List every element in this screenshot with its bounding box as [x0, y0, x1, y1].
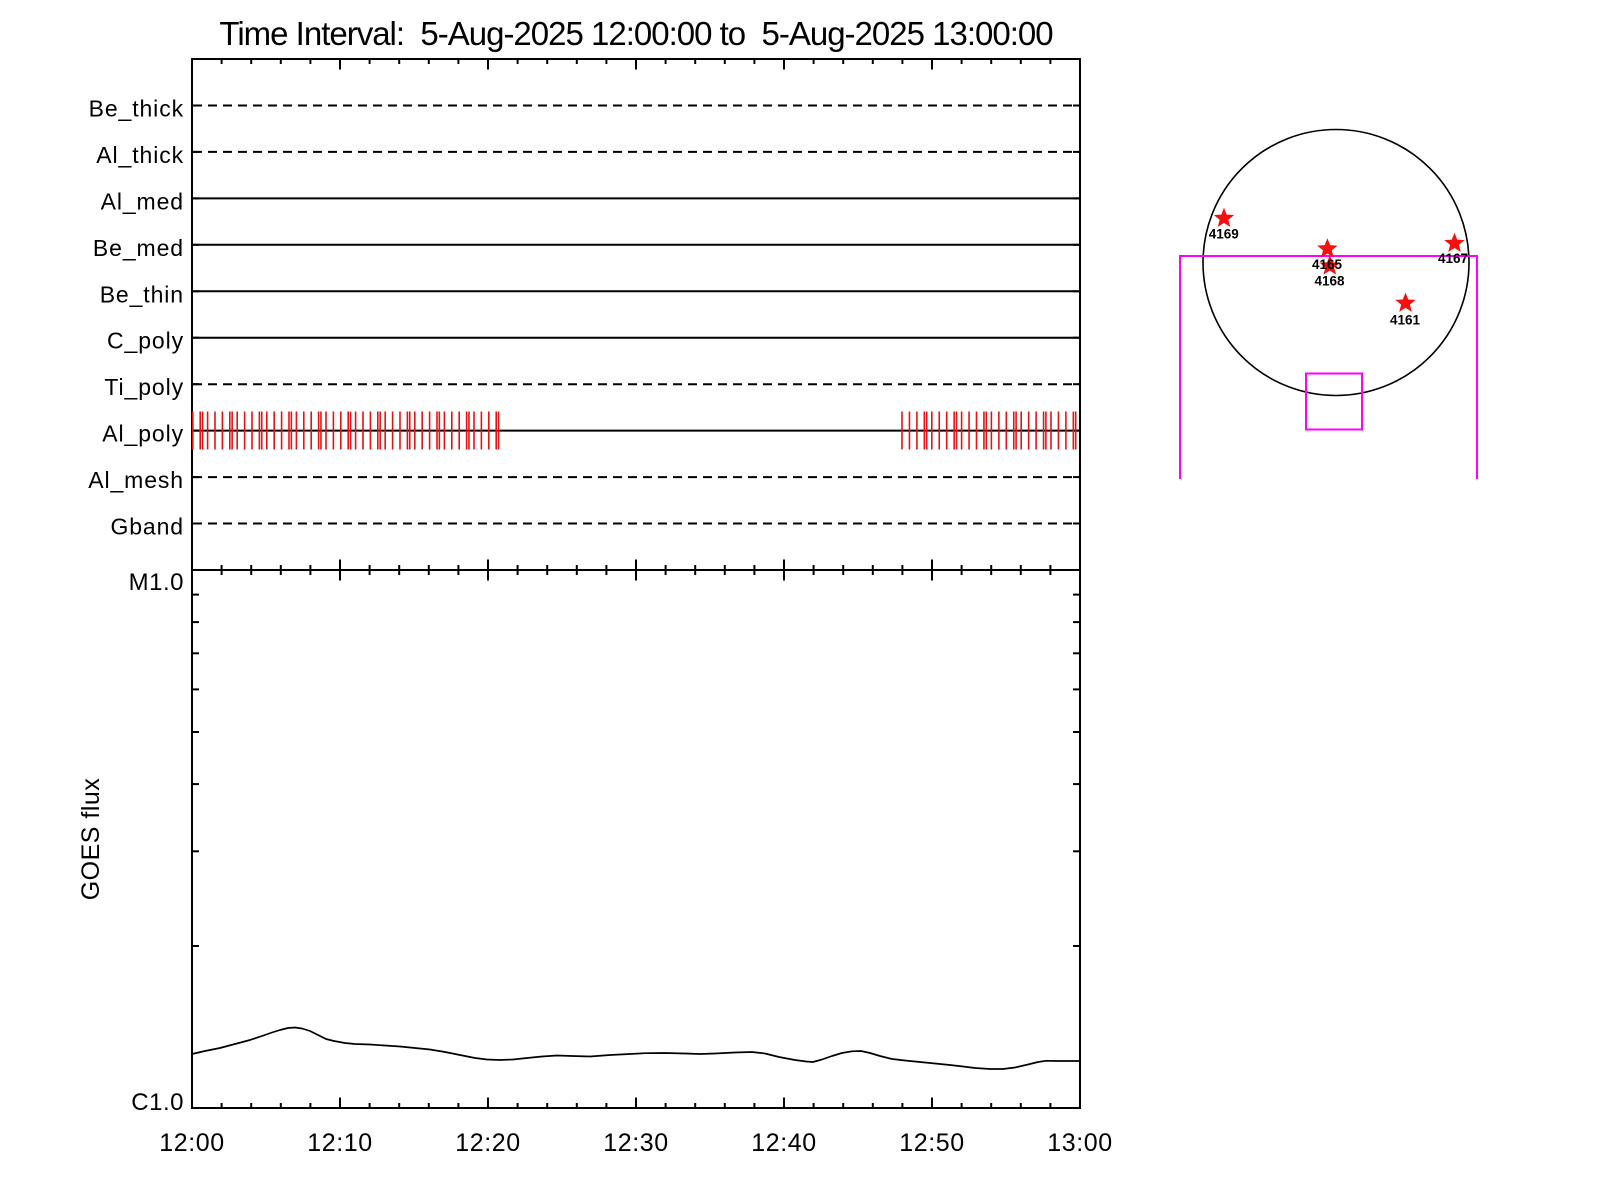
svg-text:12:00: 12:00: [159, 1129, 225, 1157]
svg-text:Al_thick: Al_thick: [96, 142, 184, 168]
svg-text:4167: 4167: [1438, 251, 1468, 266]
svg-text:13:00: 13:00: [1047, 1129, 1113, 1157]
svg-text:12:10: 12:10: [307, 1129, 373, 1157]
svg-text:4165: 4165: [1312, 257, 1343, 272]
svg-text:C_poly: C_poly: [107, 328, 184, 354]
svg-text:4161: 4161: [1390, 313, 1421, 328]
svg-text:Al_poly: Al_poly: [102, 421, 184, 447]
svg-text:Ti_poly: Ti_poly: [104, 374, 184, 400]
svg-text:Be_thin: Be_thin: [100, 281, 184, 307]
svg-text:Al_mesh: Al_mesh: [88, 467, 184, 493]
svg-text:Time Interval: 5-Aug-2025 12:: Time Interval: 5-Aug-2025 12:00:00 to 5-…: [219, 15, 1053, 52]
svg-text:Al_med: Al_med: [101, 188, 184, 214]
svg-text:GOES flux: GOES flux: [77, 778, 105, 901]
svg-text:Be_med: Be_med: [93, 235, 184, 261]
svg-text:4169: 4169: [1209, 226, 1239, 241]
svg-text:C1.0: C1.0: [131, 1089, 184, 1116]
svg-text:12:40: 12:40: [751, 1129, 817, 1157]
svg-text:12:20: 12:20: [455, 1129, 521, 1157]
svg-text:12:50: 12:50: [899, 1129, 965, 1157]
svg-text:4168: 4168: [1314, 274, 1345, 289]
svg-text:Be_thick: Be_thick: [89, 96, 184, 122]
svg-text:12:30: 12:30: [603, 1129, 669, 1157]
svg-text:Gband: Gband: [110, 514, 184, 540]
svg-text:M1.0: M1.0: [129, 569, 184, 596]
